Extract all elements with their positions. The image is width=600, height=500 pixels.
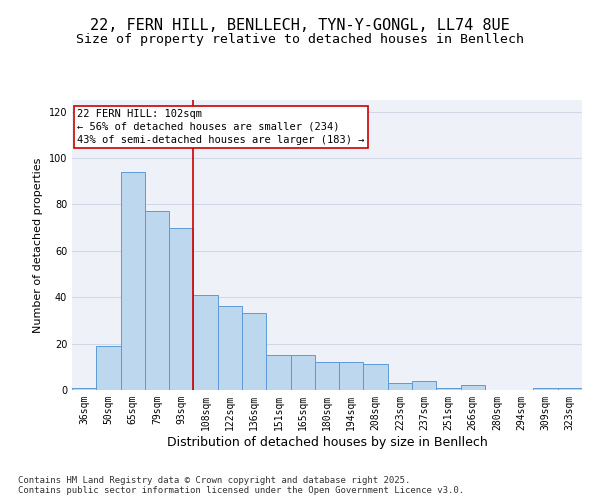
Text: Contains HM Land Registry data © Crown copyright and database right 2025.
Contai: Contains HM Land Registry data © Crown c… [18, 476, 464, 495]
Bar [533, 388, 558, 390]
Bar [412, 380, 436, 390]
Bar [461, 386, 485, 390]
Text: 22 FERN HILL: 102sqm
← 56% of detached houses are smaller (234)
43% of semi-deta: 22 FERN HILL: 102sqm ← 56% of detached h… [77, 108, 365, 145]
Bar [436, 388, 461, 390]
Text: Size of property relative to detached houses in Benllech: Size of property relative to detached ho… [76, 32, 524, 46]
Bar [145, 212, 169, 390]
Bar [364, 364, 388, 390]
Bar [193, 295, 218, 390]
Bar [218, 306, 242, 390]
X-axis label: Distribution of detached houses by size in Benllech: Distribution of detached houses by size … [167, 436, 487, 448]
Bar [290, 355, 315, 390]
Bar [242, 314, 266, 390]
Bar [558, 388, 582, 390]
Bar [72, 388, 96, 390]
Bar [121, 172, 145, 390]
Bar [266, 355, 290, 390]
Bar [315, 362, 339, 390]
Bar [339, 362, 364, 390]
Bar [388, 383, 412, 390]
Bar [96, 346, 121, 390]
Bar [169, 228, 193, 390]
Y-axis label: Number of detached properties: Number of detached properties [33, 158, 43, 332]
Text: 22, FERN HILL, BENLLECH, TYN-Y-GONGL, LL74 8UE: 22, FERN HILL, BENLLECH, TYN-Y-GONGL, LL… [90, 18, 510, 32]
